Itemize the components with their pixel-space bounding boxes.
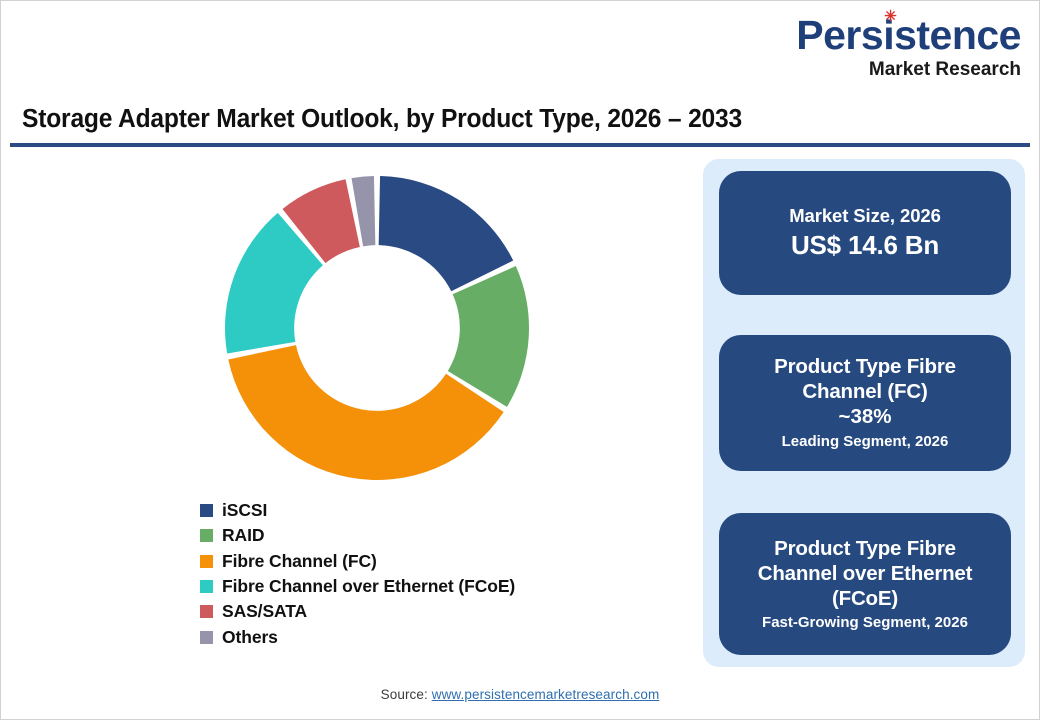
legend-item: SAS/SATA (200, 599, 515, 624)
legend-item: iSCSI (200, 498, 515, 523)
fast-growing-note: Fast-Growing Segment, 2026 (762, 613, 968, 631)
donut-segment (228, 345, 504, 481)
donut-chart (222, 163, 532, 498)
market-size-label: Market Size, 2026 (789, 204, 941, 226)
donut-segment (351, 176, 376, 247)
legend-swatch-icon (200, 580, 213, 594)
legend-item-label: SAS/SATA (222, 601, 308, 622)
legend-item: Others (200, 624, 515, 649)
title-divider (10, 143, 1030, 147)
highlight-card-leading-segment: Product Type Fibre Channel (FC) ~38% Lea… (719, 335, 1011, 471)
legend-swatch-icon (200, 605, 213, 619)
donut-segment (378, 176, 514, 292)
brand-asterisk-icon: ✳ (884, 8, 897, 25)
donut-segment (282, 179, 360, 264)
chart-legend: iSCSI RAID Fibre Channel (FC) Fibre Channel… (200, 498, 515, 650)
legend-swatch-icon (200, 529, 213, 543)
legend-item-label: RAID (222, 525, 265, 546)
source-link[interactable]: www.persistencemarketresearch.com (431, 687, 660, 702)
legend-item: RAID (200, 523, 515, 548)
brand-name: Persistence ✳ (796, 9, 1021, 58)
highlight-card-fast-growing-segment: Product Type Fibre Channel over Ethernet… (719, 513, 1011, 655)
donut-chart-svg (225, 176, 529, 481)
legend-item-label: Others (222, 626, 278, 647)
fast-growing-line2: Channel over Ethernet (757, 561, 973, 585)
legend-item: Fibre Channel (FC) (200, 549, 515, 574)
legend-swatch-icon (200, 504, 213, 518)
source-footer: Source: www.persistencemarketresearch.co… (1, 687, 1039, 702)
market-size-value: US$ 14.6 Bn (790, 229, 940, 260)
chart-area: iSCSI RAID Fibre Channel (FC) Fibre Channel… (17, 153, 687, 673)
fast-growing-line1: Product Type Fibre (774, 536, 956, 560)
legend-swatch-icon (200, 554, 213, 568)
legend-item-label: iSCSI (222, 500, 268, 521)
source-label: Source: (380, 687, 432, 702)
legend-item: Fibre Channel over Ethernet (FCoE) (200, 574, 515, 599)
brand-logo: Persistence ✳ Market Research (796, 9, 1021, 80)
leading-segment-line2: Channel (FC) (802, 380, 928, 404)
highlight-card-market-size: Market Size, 2026 US$ 14.6 Bn (719, 171, 1011, 295)
brand-tagline: Market Research (868, 59, 1021, 80)
donut-segment (225, 212, 323, 354)
legend-item-label: Fibre Channel (FC) (222, 550, 377, 571)
leading-segment-note: Leading Segment, 2026 (781, 433, 949, 451)
leading-segment-share: ~38% (838, 405, 892, 429)
brand-name-text: Persistence (796, 12, 1021, 58)
leading-segment-line1: Product Type Fibre (774, 355, 956, 379)
legend-swatch-icon (200, 630, 213, 644)
legend-item-label: Fibre Channel over Ethernet (FCoE) (222, 576, 516, 597)
page-title-text: Storage Adapter Market Outlook, by Produ… (22, 105, 743, 133)
page-title: Storage Adapter Market Outlook, by Produ… (22, 105, 1027, 134)
highlights-panel: Market Size, 2026 US$ 14.6 Bn Product Ty… (703, 159, 1025, 667)
donut-segment (447, 266, 529, 407)
fast-growing-line3: (FCoE) (832, 586, 898, 610)
